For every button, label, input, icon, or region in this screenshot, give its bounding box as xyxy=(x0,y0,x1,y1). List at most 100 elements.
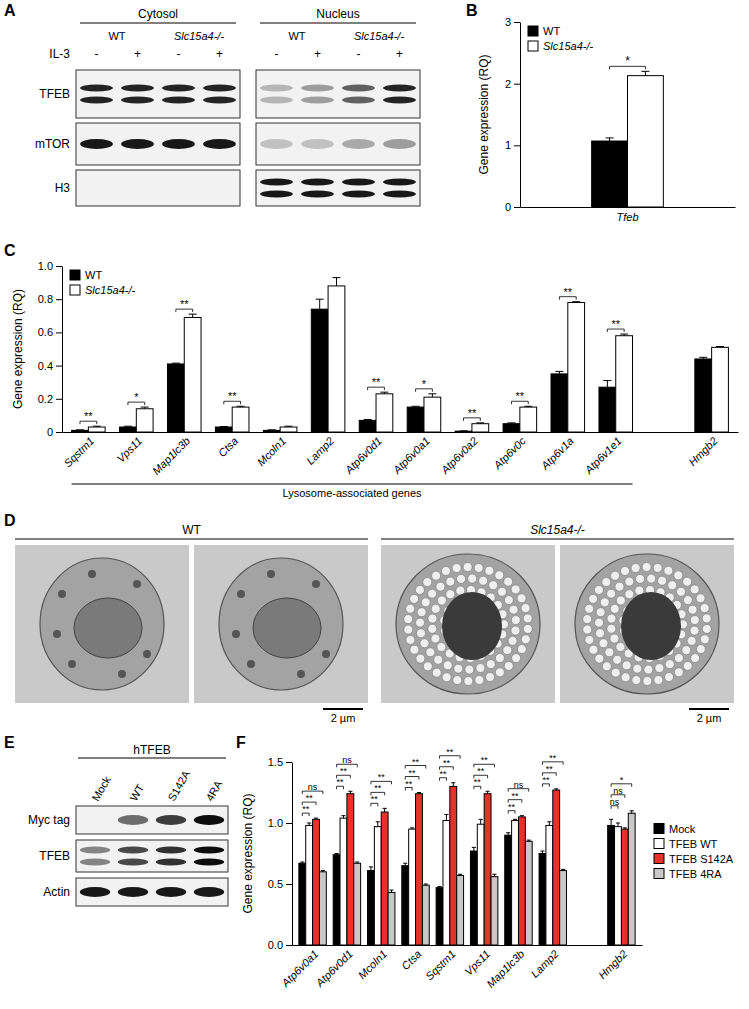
figure: ABCDEFCytosolWTSlc15a4-/--+-+NucleusWTSl… xyxy=(0,0,749,1009)
x-tick-label: Lamp2 xyxy=(529,948,561,980)
error-bar xyxy=(520,816,524,817)
blot-band xyxy=(301,191,334,198)
em-vacuole xyxy=(512,654,521,663)
x-tick: Sqstm1 xyxy=(423,948,458,983)
em-granule xyxy=(88,570,96,578)
y-tick-label: 0 xyxy=(505,201,511,213)
group-line xyxy=(72,484,633,485)
y-tick-mark xyxy=(514,22,520,23)
x-tick-label: Atp6v0d1 xyxy=(342,435,384,477)
bar xyxy=(520,407,537,432)
blot-band xyxy=(80,97,113,104)
em-vacuole xyxy=(599,639,608,648)
error-bar xyxy=(335,854,339,855)
em-vacuole xyxy=(643,676,652,685)
x-tick: Hmgb2 xyxy=(686,435,720,469)
x-tick-label: Sqstm1 xyxy=(423,948,458,983)
em-vacuole xyxy=(595,654,604,663)
x-tick-label: Hmgb2 xyxy=(686,435,720,469)
em-vacuole xyxy=(423,578,432,587)
em-vacuole xyxy=(665,660,674,669)
em-vacuole xyxy=(517,594,526,603)
significance-label: ns xyxy=(308,782,318,792)
blot-band xyxy=(342,191,375,198)
em-granule xyxy=(143,650,151,658)
significance-label: ** xyxy=(337,777,345,787)
significance-label: ** xyxy=(549,753,557,763)
bar xyxy=(136,409,153,432)
significance-label: ** xyxy=(516,390,525,402)
em-vacuole xyxy=(674,571,683,580)
x-tick: Lamp2 xyxy=(529,948,561,980)
em-title: WT xyxy=(182,523,201,537)
bar xyxy=(354,863,361,945)
bar xyxy=(422,885,429,945)
y-tick: 1.0 xyxy=(38,260,62,272)
bar xyxy=(184,317,201,432)
em-vacuole xyxy=(489,581,498,590)
em-nucleus xyxy=(253,598,321,658)
blot-frame xyxy=(256,170,420,206)
significance-label: ** xyxy=(564,286,573,298)
blot-strip xyxy=(76,878,228,906)
em-vacuole xyxy=(437,596,446,605)
panel-label: F xyxy=(236,734,246,751)
em-vacuole xyxy=(682,646,691,655)
significance-label: * xyxy=(422,378,427,390)
treatment-label: - xyxy=(275,47,279,61)
error-bar xyxy=(380,392,388,394)
x-tick-label: Atp6v0a2 xyxy=(438,435,480,477)
y-tick-mark xyxy=(56,366,62,367)
blot-band xyxy=(301,179,334,186)
error-bar xyxy=(472,847,476,851)
bar xyxy=(628,813,635,945)
bar xyxy=(424,397,441,432)
significance-label: * xyxy=(620,775,624,785)
bar xyxy=(450,786,457,945)
blot-frame xyxy=(76,170,240,206)
significance-label: ns xyxy=(613,786,623,796)
x-tick: Sqstm1 xyxy=(62,435,97,470)
error-bar xyxy=(513,819,517,820)
em-vacuole xyxy=(655,664,664,673)
blot-band xyxy=(260,139,293,149)
y-axis-line xyxy=(62,267,63,433)
em-vacuole xyxy=(431,634,440,643)
blot-band xyxy=(80,887,110,897)
error-bar xyxy=(554,789,558,790)
bar-chart: 00.20.40.60.81.0Sqstm1Vps11Map1lc3bCtsaM… xyxy=(11,260,739,499)
em-vacuole xyxy=(486,673,495,682)
blot-band xyxy=(80,85,113,92)
bar-chart: 0.00.51.01.5Atp6v0a1Atp6v0d1Mcoln1CtsaSq… xyxy=(241,747,734,990)
em-vacuole xyxy=(668,581,677,590)
y-tick-mark xyxy=(286,823,292,824)
em-vacuole xyxy=(700,635,709,644)
bar xyxy=(553,790,560,945)
x-axis-line xyxy=(293,945,643,946)
em-vacuole xyxy=(596,608,605,617)
x-tick: Atp6v0a2 xyxy=(438,435,480,477)
em-vacuole xyxy=(674,668,683,677)
em-vacuole xyxy=(696,645,705,654)
em-vacuole xyxy=(583,615,592,624)
significance-label: ** xyxy=(477,766,485,776)
bar xyxy=(470,851,477,945)
em-vacuole xyxy=(625,577,634,586)
x-tick-label: Vps11 xyxy=(462,948,492,978)
section-title: Cytosol xyxy=(138,7,178,21)
em-d: WTSlc15a4-/-2 µm2 µm xyxy=(15,523,734,724)
em-vacuole xyxy=(616,643,625,652)
em-vacuole xyxy=(521,635,530,644)
bar xyxy=(628,76,664,207)
x-tick-label: Hmgb2 xyxy=(596,948,630,982)
error-bar xyxy=(606,138,614,141)
error-bar xyxy=(348,791,352,793)
em-vacuole xyxy=(423,662,432,671)
em-vacuole xyxy=(436,582,445,591)
em-vacuole xyxy=(420,639,429,648)
y-tick-mark xyxy=(514,145,520,146)
bar xyxy=(167,364,184,432)
em-vacuole xyxy=(615,582,624,591)
y-axis: 00.20.40.60.81.0 xyxy=(38,260,63,438)
em-vacuole xyxy=(434,655,443,664)
